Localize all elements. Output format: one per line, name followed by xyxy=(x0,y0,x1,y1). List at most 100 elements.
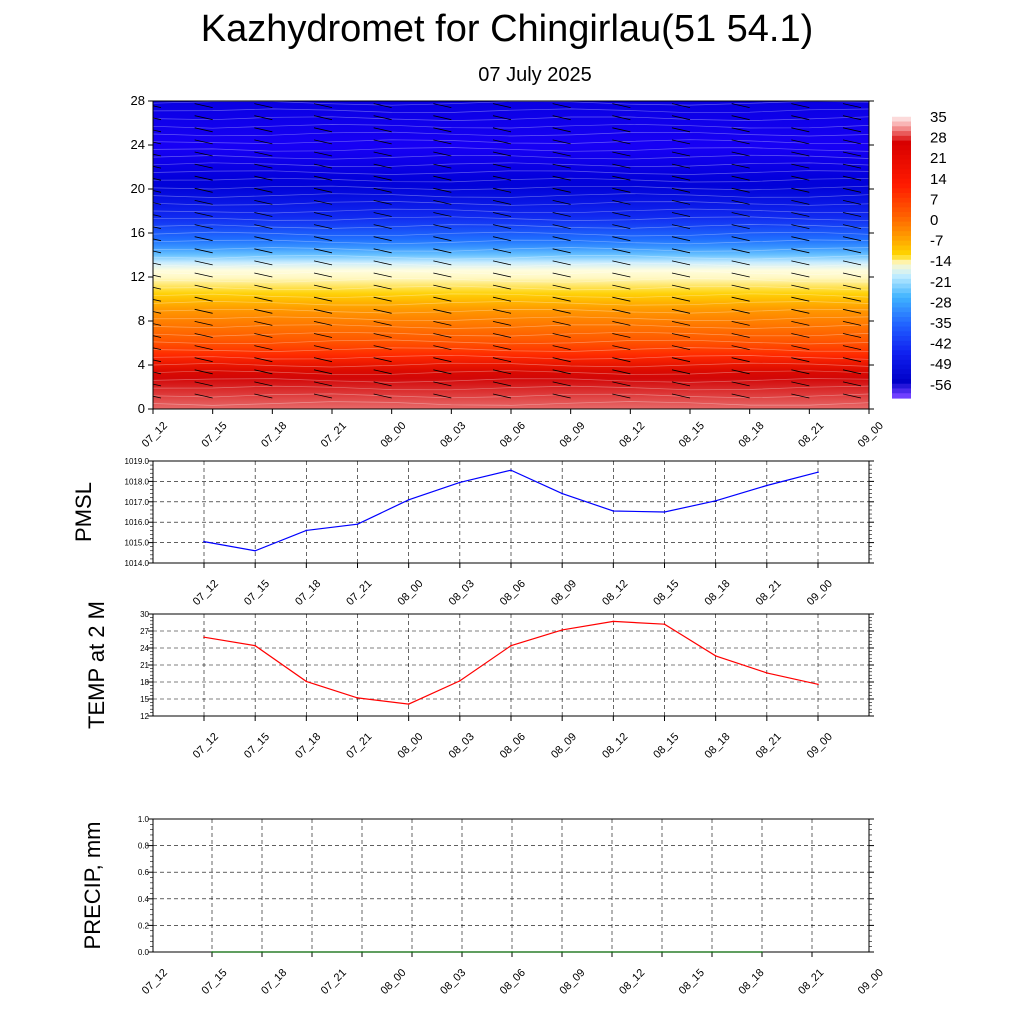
wind-barb xyxy=(254,260,273,266)
colorbar-bin xyxy=(892,383,911,390)
wind-barb xyxy=(612,163,631,169)
wind-barb xyxy=(313,151,333,157)
colorbar-bin xyxy=(892,121,911,127)
precip-ytick-label: 0.0 xyxy=(138,948,150,957)
wind-barb xyxy=(842,296,862,302)
wind-barb xyxy=(791,284,810,290)
colorbar-bin xyxy=(892,336,911,342)
wind-barb xyxy=(731,308,750,314)
colorbar-label: -14 xyxy=(930,253,952,270)
wind-barb xyxy=(842,212,862,217)
wind-barb xyxy=(254,369,273,375)
temp-ylabel: TEMP at 2 M xyxy=(84,601,109,729)
wind-barb xyxy=(433,308,452,314)
contour-line xyxy=(153,316,869,321)
wind-barb xyxy=(373,308,392,314)
wind-barb xyxy=(671,212,691,217)
wind-barb xyxy=(153,190,162,193)
colorbar-bin xyxy=(892,393,911,399)
temp-xtick-label: 08_09 xyxy=(549,731,579,761)
wind-barb xyxy=(731,212,750,217)
precip-xtick-label: 07_21 xyxy=(319,967,349,997)
x-tick-label: 07_15 xyxy=(199,420,229,450)
wind-barb xyxy=(671,163,691,169)
contour-line xyxy=(153,224,869,229)
wind-barb xyxy=(671,260,691,266)
colorbar-bin xyxy=(892,188,911,194)
wind-barb xyxy=(842,284,862,290)
wind-barb xyxy=(842,381,862,387)
wind-barb xyxy=(791,260,810,266)
contour-line xyxy=(153,331,869,337)
wind-barb xyxy=(194,248,213,254)
wind-barb xyxy=(612,357,631,363)
temp-xtick-label: 08_06 xyxy=(498,731,528,761)
temp-point xyxy=(356,697,359,699)
wind-barb xyxy=(552,381,571,387)
colorbar-bin xyxy=(892,173,911,180)
pmsl-xtick-label: 07_21 xyxy=(344,578,374,608)
wind-barb xyxy=(671,151,691,157)
wind-barb xyxy=(671,224,691,229)
wind-barb xyxy=(612,187,631,193)
pmsl-panel: 1014.0 1015.0 1016.0 1017.0 1018.0 1019.0 07_1… xyxy=(71,457,874,608)
contour-line xyxy=(153,247,869,252)
wind-barb xyxy=(842,151,862,157)
wind-barb xyxy=(671,272,691,278)
wind-barb xyxy=(492,224,512,229)
wind-barb xyxy=(731,175,750,181)
wind-barb xyxy=(254,175,273,181)
wind-barb xyxy=(313,345,333,350)
colorbar-label: -42 xyxy=(930,336,952,353)
wind-barb xyxy=(671,103,691,108)
wind-barb xyxy=(612,333,631,338)
temp-xtick-label: 08_00 xyxy=(395,731,425,761)
wind-barb xyxy=(791,248,810,254)
contour-line xyxy=(153,308,869,314)
wind-barb xyxy=(671,127,691,133)
wind-barb xyxy=(194,115,213,121)
wind-barb xyxy=(254,284,273,290)
wind-barb xyxy=(791,151,810,157)
wind-barb xyxy=(313,175,333,181)
wind-barb xyxy=(313,381,333,387)
wind-barb xyxy=(254,272,273,278)
wind-barb xyxy=(731,103,750,108)
contour-line xyxy=(153,339,869,345)
wind-barb xyxy=(313,103,333,108)
wind-barb xyxy=(612,345,631,350)
colorbar-bin xyxy=(892,216,911,223)
wind-barb xyxy=(731,284,750,290)
wind-barb xyxy=(731,381,750,387)
wind-barb xyxy=(842,163,862,169)
wind-barb xyxy=(433,321,452,326)
colorbar-label: 14 xyxy=(930,171,947,188)
wind-barb xyxy=(731,200,750,205)
precip-ylabel: PRECIP, mm xyxy=(80,822,105,950)
wind-barb xyxy=(731,151,750,157)
precip-point xyxy=(361,951,363,953)
colorbar-bin xyxy=(892,212,911,218)
wind-barb xyxy=(842,393,862,399)
precip-xtick-label: 08_15 xyxy=(677,967,707,997)
wind-barb xyxy=(153,359,162,363)
wind-barb xyxy=(552,151,571,157)
wind-barb xyxy=(433,248,452,254)
wind-barb xyxy=(433,224,452,229)
wind-barb xyxy=(552,103,571,108)
pmsl-point xyxy=(561,492,563,495)
wind-barb xyxy=(671,236,691,242)
precip-panel: 0.0 0.2 0.4 0.6 0.8 1.0 07_12 07_15 07_18 07_21 08… xyxy=(80,815,886,997)
colorbar-bin xyxy=(892,207,911,213)
x-tick-label: 08_00 xyxy=(378,420,408,450)
wind-barb xyxy=(612,115,631,121)
colorbar-bin xyxy=(892,221,911,227)
wind-barb xyxy=(552,321,571,326)
wind-barb xyxy=(612,127,631,133)
pmsl-point xyxy=(356,523,359,525)
wind-barb xyxy=(791,308,810,314)
wind-barb xyxy=(433,175,452,181)
wind-barb xyxy=(552,248,571,254)
wind-barb xyxy=(731,248,750,254)
temp-ytick-label: 12 xyxy=(140,712,149,721)
